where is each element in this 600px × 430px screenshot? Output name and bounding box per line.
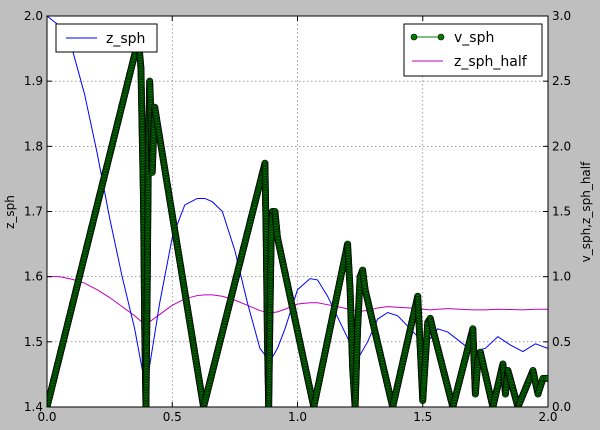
y-left-tick-label-2: 1.6 xyxy=(24,270,43,284)
x-tick-label-2: 1.0 xyxy=(288,410,307,424)
ticks: 0.0 0.5 1.0 1.5 2.01.41.51.61.71.81.92.00.00… xyxy=(24,9,571,424)
legend-z-sph-label: z_sph xyxy=(106,31,145,47)
legend-right-box xyxy=(403,23,543,77)
series-z-sph-half xyxy=(47,276,548,325)
legend-left: z_sph xyxy=(55,23,158,53)
right-axis-title: v_sph,z_sph_half xyxy=(579,161,593,262)
series-v-sph xyxy=(47,35,548,407)
series-layer xyxy=(47,16,548,407)
y-left-tick-label-1: 1.5 xyxy=(24,335,43,349)
legend-v-sph-label: v_sph xyxy=(454,30,494,46)
x-tick-label-0: 0.0 xyxy=(37,410,56,424)
y-left-tick-label-0: 1.4 xyxy=(24,400,43,414)
y-right-tick-label-1: 0.5 xyxy=(552,335,571,349)
x-tick-label-3: 1.5 xyxy=(413,410,432,424)
series-z-sph xyxy=(47,16,548,383)
x-tick-label-4: 2.0 xyxy=(538,410,557,424)
series-z-sph-half-line xyxy=(47,276,548,325)
y-left-tick-label-5: 1.9 xyxy=(24,74,43,88)
y-left-tick-label-3: 1.7 xyxy=(24,205,43,219)
y-left-tick-label-4: 1.8 xyxy=(24,139,43,153)
left-axis-title: z_sph xyxy=(3,195,17,229)
y-right-tick-label-6: 3.0 xyxy=(552,9,571,23)
y-right-tick-label-2: 1.0 xyxy=(552,270,571,284)
x-tick-label-1: 0.5 xyxy=(163,410,182,424)
y-left-tick-label-6: 2.0 xyxy=(24,9,43,23)
y-right-tick-label-4: 2.0 xyxy=(552,139,571,153)
legend-z-sph-half-label: z_sph_half xyxy=(454,54,528,70)
legend-v-sph-marker-1 xyxy=(410,33,418,41)
legend-v-sph-marker-2 xyxy=(437,33,445,41)
y-right-tick-label-5: 2.5 xyxy=(552,74,571,88)
series-z-sph-line xyxy=(47,16,548,383)
y-right-tick-label-3: 1.5 xyxy=(552,205,571,219)
y-right-tick-label-0: 0.0 xyxy=(552,400,571,414)
legend-right: v_sph z_sph_half xyxy=(403,23,543,77)
